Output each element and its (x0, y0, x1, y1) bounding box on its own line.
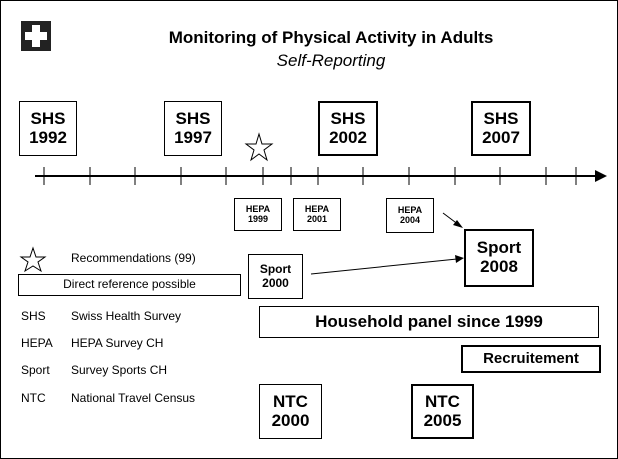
abbr-text: Swiss Health Survey (71, 309, 182, 323)
ntc-box: NTC 2000 (259, 384, 322, 439)
sport-box: Sport 2000 (248, 254, 303, 299)
subtitle: Self-Reporting (276, 51, 386, 70)
abbr: NTC (21, 391, 46, 405)
arrow (310, 258, 458, 275)
shs-box: SHS 1992 (19, 101, 77, 156)
legend-recommendations: Recommendations (99) (71, 251, 196, 265)
shs-box: SHS 1997 (164, 101, 222, 156)
abbr-text: National Travel Census (71, 391, 196, 405)
ticks (43, 167, 577, 185)
arrow-head (455, 255, 464, 263)
title: Monitoring of Physical Activity in Adult… (168, 28, 494, 47)
timeline-arrow (595, 170, 607, 182)
abbr: Sport (21, 363, 50, 377)
shs-box: SHS 2007 (471, 101, 531, 156)
abbr: HEPA (21, 336, 53, 350)
hepa-box: HEPA 2004 (386, 198, 434, 233)
ntc-box: NTC 2005 (411, 384, 474, 439)
star (244, 132, 274, 162)
shs-box: SHS 2002 (318, 101, 378, 156)
recruitement-box: Recruitement (461, 345, 601, 373)
hepa-box: HEPA 1999 (234, 198, 282, 231)
abbr: SHS (21, 309, 46, 323)
arrow-head (453, 220, 463, 228)
legend-star (19, 246, 47, 273)
icon-cross-h (25, 32, 47, 40)
abbr-text: Survey Sports CH (71, 363, 168, 377)
hepa-box: HEPA 2001 (293, 198, 341, 231)
household-box: Household panel since 1999 (259, 306, 599, 338)
sport-box: Sport 2008 (464, 229, 534, 287)
abbr-text: HEPA Survey CH (71, 336, 164, 350)
legend-direct: Direct reference possible (18, 274, 241, 296)
